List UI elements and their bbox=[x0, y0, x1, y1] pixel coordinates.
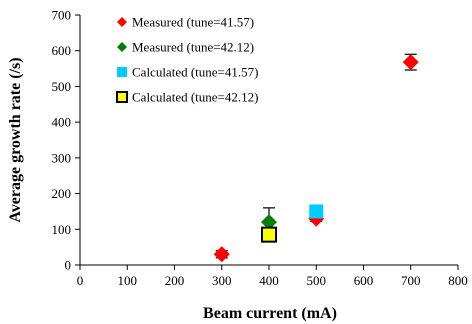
y-tick-label: 600 bbox=[52, 43, 72, 58]
legend-label: Measured (tune=41.57) bbox=[132, 15, 254, 30]
legend-label: Calculated (tune=42.12) bbox=[132, 90, 258, 105]
legend-label: Measured (tune=42.12) bbox=[132, 40, 254, 55]
data-point bbox=[213, 246, 230, 263]
y-tick-label: 700 bbox=[52, 8, 72, 23]
data-point bbox=[261, 226, 277, 243]
x-tick-label: 300 bbox=[212, 273, 232, 288]
y-tick-label: 300 bbox=[52, 150, 72, 165]
data-point bbox=[309, 204, 324, 219]
y-tick-label: 100 bbox=[52, 222, 72, 237]
legend-marker bbox=[117, 42, 127, 52]
legend-marker bbox=[116, 91, 128, 103]
y-tick-label: 200 bbox=[52, 186, 72, 201]
x-tick-label: 600 bbox=[354, 273, 374, 288]
legend-marker bbox=[117, 17, 127, 27]
x-axis-title: Beam current (mA) bbox=[203, 305, 337, 322]
y-tick-label: 500 bbox=[52, 79, 72, 94]
x-tick-label: 0 bbox=[77, 273, 84, 288]
x-tick-label: 500 bbox=[307, 273, 327, 288]
x-tick-label: 200 bbox=[165, 273, 185, 288]
y-ticks: 0 100 200 300 400 500 600 700 bbox=[52, 8, 80, 273]
x-ticks: 0 100 200 300 400 500 600 700 800 bbox=[77, 265, 468, 288]
data-point bbox=[402, 54, 419, 71]
x-tick-label: 700 bbox=[401, 273, 421, 288]
legend-marker bbox=[117, 67, 127, 77]
legend-label: Calculated (tune=41.57) bbox=[132, 65, 258, 80]
x-tick-label: 400 bbox=[259, 273, 279, 288]
x-tick-label: 100 bbox=[118, 273, 138, 288]
legend: Measured (tune=41.57) Measured (tune=42.1… bbox=[116, 15, 258, 105]
x-tick-label: 800 bbox=[448, 273, 468, 288]
y-tick-label: 0 bbox=[65, 258, 72, 273]
data-marks bbox=[213, 53, 419, 263]
y-axis-title: Average growth rate (/s) bbox=[7, 57, 24, 222]
data-point bbox=[261, 214, 277, 231]
y-tick-label: 400 bbox=[52, 115, 72, 130]
